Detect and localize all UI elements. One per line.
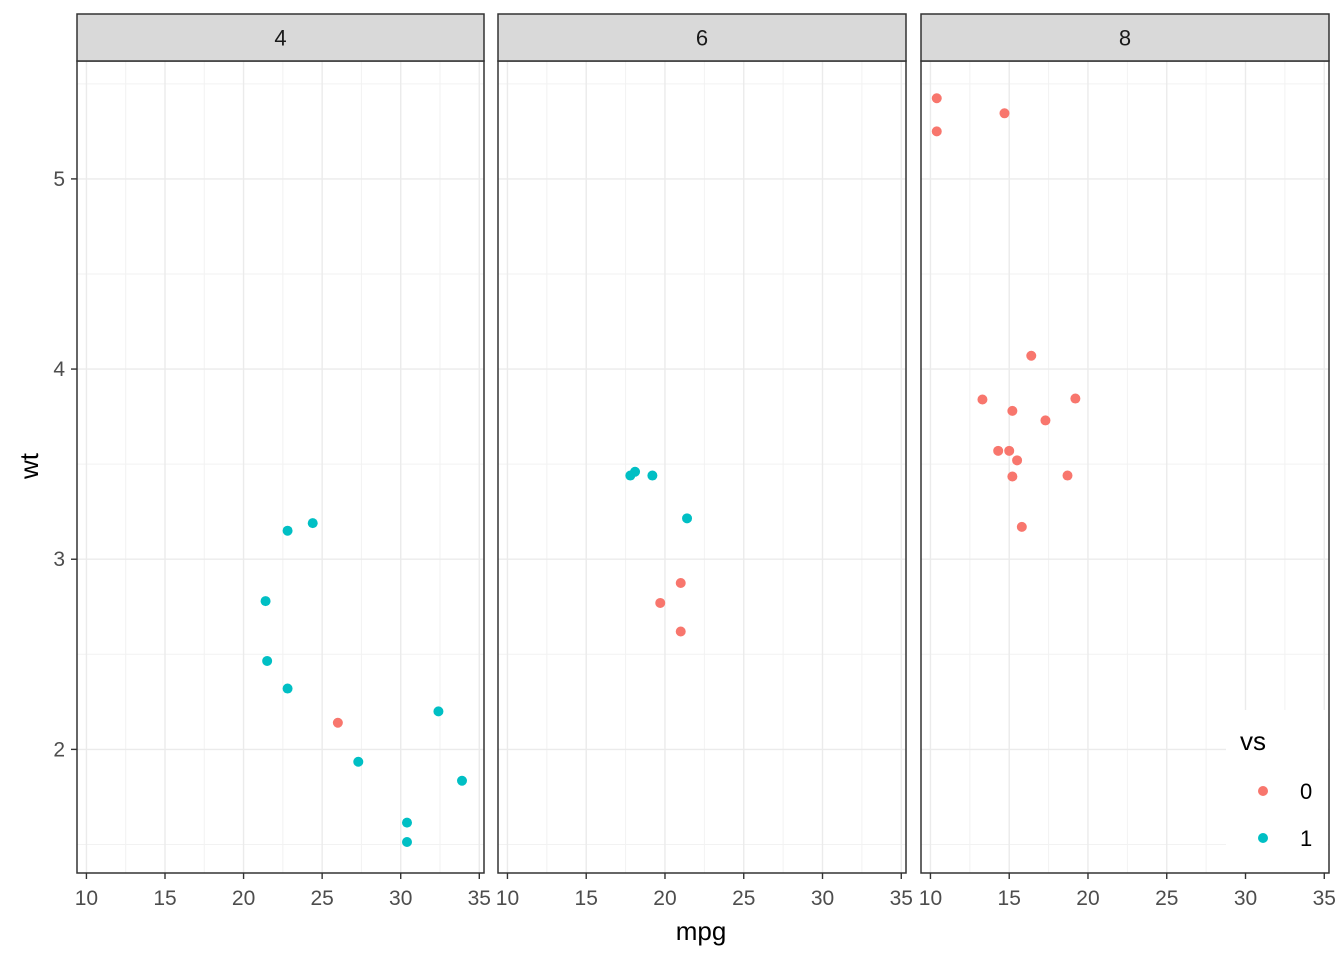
x-tick-label: 10: [919, 887, 942, 910]
y-tick-label: 3: [53, 548, 65, 571]
legend: vs 0 1: [1226, 710, 1328, 872]
data-point: [1004, 445, 1015, 456]
facet-strip-label: 6: [696, 26, 708, 51]
data-point: [682, 513, 693, 524]
data-point: [647, 470, 658, 481]
facet-strip: [497, 13, 907, 62]
x-tick-label: 15: [998, 887, 1021, 910]
legend-key-point: [1258, 833, 1268, 843]
data-point: [1012, 455, 1023, 466]
x-tick-label: 30: [389, 887, 412, 910]
x-tick-label: 25: [310, 887, 333, 910]
data-point: [1016, 521, 1027, 532]
facet-strip: [76, 13, 485, 62]
y-tick-label: 2: [53, 738, 65, 761]
legend-background: [1226, 710, 1328, 872]
legend-title: vs: [1240, 726, 1266, 756]
x-tick-label: 20: [232, 887, 255, 910]
x-tick-label: 20: [653, 887, 676, 910]
data-point: [977, 394, 988, 405]
data-point: [675, 626, 686, 637]
x-tick-label: 20: [1076, 887, 1099, 910]
y-tick-label: 5: [53, 168, 65, 191]
x-tick-label: 35: [1313, 887, 1336, 910]
y-tick-label: 4: [53, 358, 65, 381]
panel-background: [77, 61, 484, 873]
x-tick-label: 15: [153, 887, 176, 910]
facet-strip: [920, 13, 1330, 62]
data-point: [931, 93, 942, 104]
data-point: [307, 518, 318, 529]
data-point: [625, 470, 636, 481]
panel-background: [498, 61, 906, 873]
x-tick-label: 35: [890, 887, 913, 910]
data-point: [993, 445, 1004, 456]
x-axis-title: mpg: [676, 916, 727, 946]
legend-entry-label: 0: [1300, 779, 1312, 804]
data-point: [999, 108, 1010, 119]
data-point: [1070, 393, 1081, 404]
data-point: [675, 578, 686, 588]
data-point: [433, 706, 444, 717]
data-point: [282, 525, 293, 536]
data-point: [1040, 415, 1051, 426]
data-point: [353, 756, 364, 767]
data-point: [402, 817, 412, 828]
data-point: [332, 717, 343, 728]
legend-key-point: [1258, 786, 1268, 796]
x-tick-label: 25: [1155, 887, 1178, 910]
data-point: [1062, 470, 1073, 481]
data-point: [1007, 405, 1018, 416]
data-point: [402, 837, 412, 848]
legend-entry-label: 1: [1300, 826, 1312, 851]
data-point: [1026, 350, 1037, 361]
facet-strip-label: 4: [274, 26, 286, 51]
x-tick-label: 10: [75, 887, 98, 910]
data-point: [262, 655, 273, 666]
x-tick-label: 15: [575, 887, 598, 910]
data-point: [282, 683, 293, 694]
x-tick-label: 30: [811, 887, 834, 910]
data-point: [260, 596, 271, 607]
data-point: [655, 597, 666, 608]
facet-strip-label: 8: [1119, 26, 1131, 51]
x-tick-label: 35: [468, 887, 491, 910]
x-tick-label: 10: [496, 887, 519, 910]
x-tick-label: 30: [1234, 887, 1257, 910]
data-point: [457, 775, 467, 786]
facet-panel: 6 10 15 20 25 30 35: [496, 13, 913, 910]
y-axis-title: wt: [14, 452, 44, 480]
data-point: [931, 126, 942, 137]
facet-panel: 4 10 15 20 25 30 35 2 3 4 5: [53, 13, 491, 910]
x-tick-label: 25: [732, 887, 755, 910]
data-point: [1007, 471, 1018, 482]
